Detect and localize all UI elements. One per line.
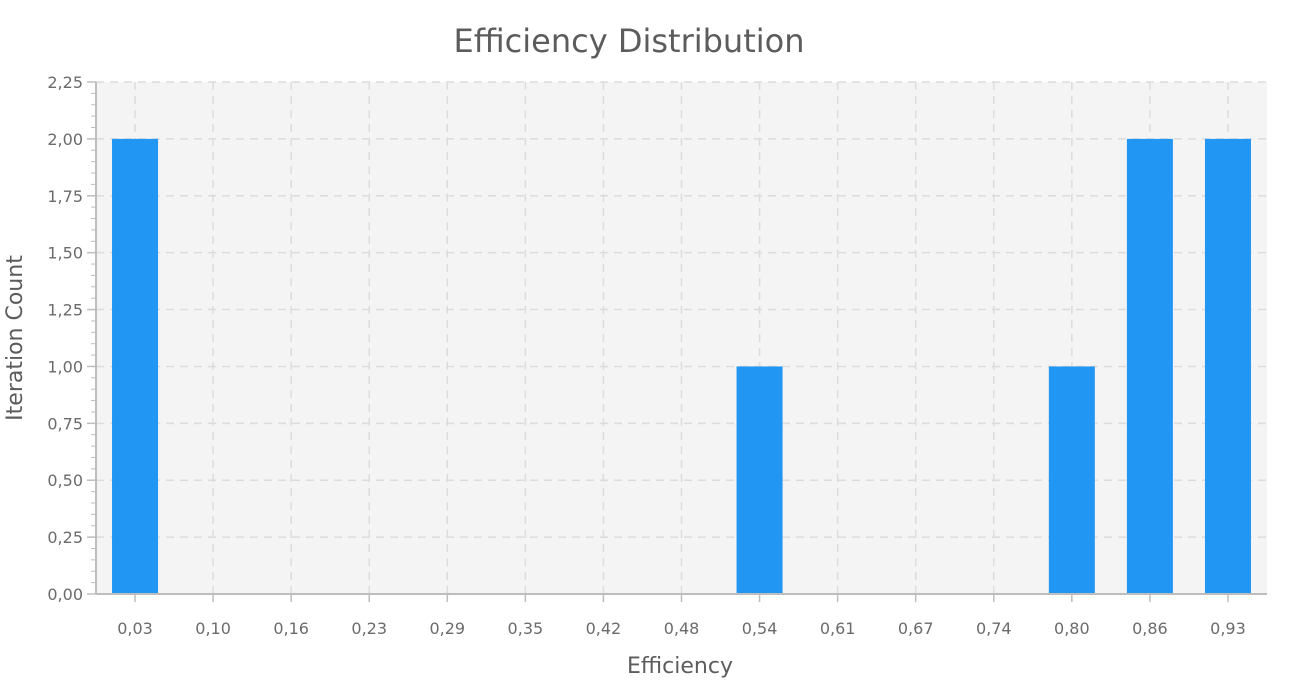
- bars: [112, 138, 1251, 594]
- x-tick-label: 0,54: [742, 619, 778, 638]
- y-tick-label: 1,50: [47, 244, 83, 263]
- x-tick-label: 0,16: [273, 619, 309, 638]
- y-tick-label: 2,25: [47, 73, 83, 92]
- bar-0-03: [112, 138, 159, 594]
- y-tick-label: 0,75: [47, 414, 83, 433]
- y-axis-ticks: 0,00 0,25 0,50 0,75 1,00 1,25 1,50 1,75 2,00 2,25: [47, 73, 96, 604]
- x-tick-label: 0,10: [195, 619, 231, 638]
- x-tick-label: 0,42: [586, 619, 622, 638]
- bar-0-86: [1126, 138, 1173, 594]
- x-tick-label: 0,48: [664, 619, 700, 638]
- x-tick-label: 0,23: [351, 619, 387, 638]
- bar-0-93: [1204, 138, 1251, 594]
- y-tick-label: 2,00: [47, 130, 83, 149]
- bar-0-80: [1048, 366, 1095, 594]
- x-tick-label: 0,61: [820, 619, 856, 638]
- y-axis-label: Iteration Count: [3, 255, 28, 421]
- x-axis-label: Efficiency: [627, 654, 733, 679]
- x-tick-label: 0,93: [1210, 619, 1246, 638]
- x-tick-label: 0,86: [1132, 619, 1168, 638]
- x-axis-ticks: 0,03 0,10 0,16 0,23 0,29 0,35 0,42 0,48 0,54 0,61…: [117, 594, 1246, 638]
- y-tick-label: 0,00: [47, 585, 83, 604]
- y-tick-label: 1,00: [47, 357, 83, 376]
- x-tick-label: 0,74: [976, 619, 1012, 638]
- y-tick-label: 1,75: [47, 187, 83, 206]
- bar-0-54: [736, 366, 783, 594]
- y-tick-label: 0,25: [47, 528, 83, 547]
- chart-title: Efficiency Distribution: [454, 22, 805, 60]
- x-tick-label: 0,67: [898, 619, 934, 638]
- x-tick-label: 0,29: [429, 619, 465, 638]
- y-tick-label: 0,50: [47, 471, 83, 490]
- x-tick-label: 0,03: [117, 619, 153, 638]
- y-tick-label: 1,25: [47, 301, 83, 320]
- x-tick-label: 0,80: [1054, 619, 1090, 638]
- x-tick-label: 0,35: [508, 619, 544, 638]
